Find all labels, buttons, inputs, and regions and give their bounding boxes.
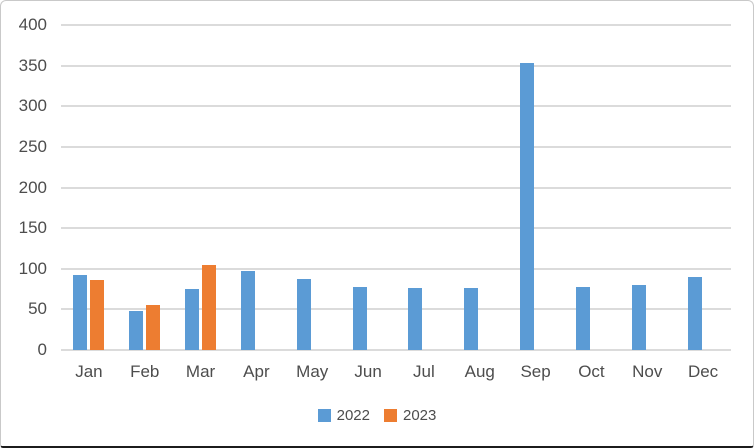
legend-swatch-2023-icon [384, 409, 397, 422]
gridline [61, 105, 731, 108]
y-tick-label: 250 [18, 136, 47, 156]
bar-2022-jan [73, 275, 88, 350]
x-tick-label-apr: Apr [243, 362, 270, 381]
gridline [61, 267, 731, 270]
bar-2022-jul [408, 288, 423, 350]
x-tick-label-oct: Oct [578, 362, 605, 381]
bar-2022-jun [352, 287, 367, 350]
y-tick-label: 300 [18, 96, 47, 116]
y-tick-label: 100 [18, 258, 47, 278]
bar-2022-dec [687, 276, 702, 350]
legend-item-2023: 2023 [384, 407, 436, 424]
x-tick-label-dec: Dec [687, 362, 719, 381]
gridline [61, 349, 731, 351]
bar-2022-aug [464, 288, 479, 350]
bar-2022-sep [520, 63, 535, 350]
gridline [61, 308, 731, 311]
x-tick-label-may: May [296, 362, 329, 381]
bar-2022-may [296, 278, 311, 350]
legend-item-2022: 2022 [317, 407, 370, 424]
x-tick-label-jun: Jun [354, 362, 382, 381]
legend-label-2023: 2023 [403, 407, 437, 424]
bar-2022-apr [240, 271, 255, 350]
x-tick-label-nov: Nov [632, 362, 663, 381]
bar-2023-mar [202, 264, 217, 350]
gridline [61, 186, 731, 189]
bar-2022-oct [575, 286, 590, 350]
legend-swatch-2022-icon [317, 409, 331, 422]
bar-2022-nov [631, 285, 646, 350]
x-tick-label-feb: Feb [130, 362, 160, 381]
y-tick-label: 350 [18, 55, 47, 75]
gridline [61, 227, 731, 230]
y-tick-label: 200 [18, 177, 47, 197]
bar-2023-feb [146, 304, 161, 350]
chart-legend: 2022 2023 [1, 407, 753, 424]
legend-label-2022: 2022 [336, 407, 370, 424]
x-tick-label-sep: Sep [520, 362, 551, 381]
x-tick-label-aug: Aug [464, 362, 495, 381]
bar-2023-jan [90, 280, 105, 350]
x-tick-label-jul: Jul [413, 362, 435, 381]
y-tick-label: 50 [28, 299, 47, 319]
gridline [61, 64, 731, 67]
y-tick-label: 0 [37, 340, 47, 359]
y-tick-label: 150 [18, 218, 47, 238]
bar-2022-mar [185, 289, 200, 350]
y-tick-label: 400 [18, 15, 47, 34]
gridline [61, 24, 731, 26]
x-tick-label-mar: Mar [185, 362, 216, 381]
x-tick-label-jan: Jan [75, 362, 103, 381]
gridline [61, 145, 731, 148]
bar-2022-feb [129, 311, 144, 350]
